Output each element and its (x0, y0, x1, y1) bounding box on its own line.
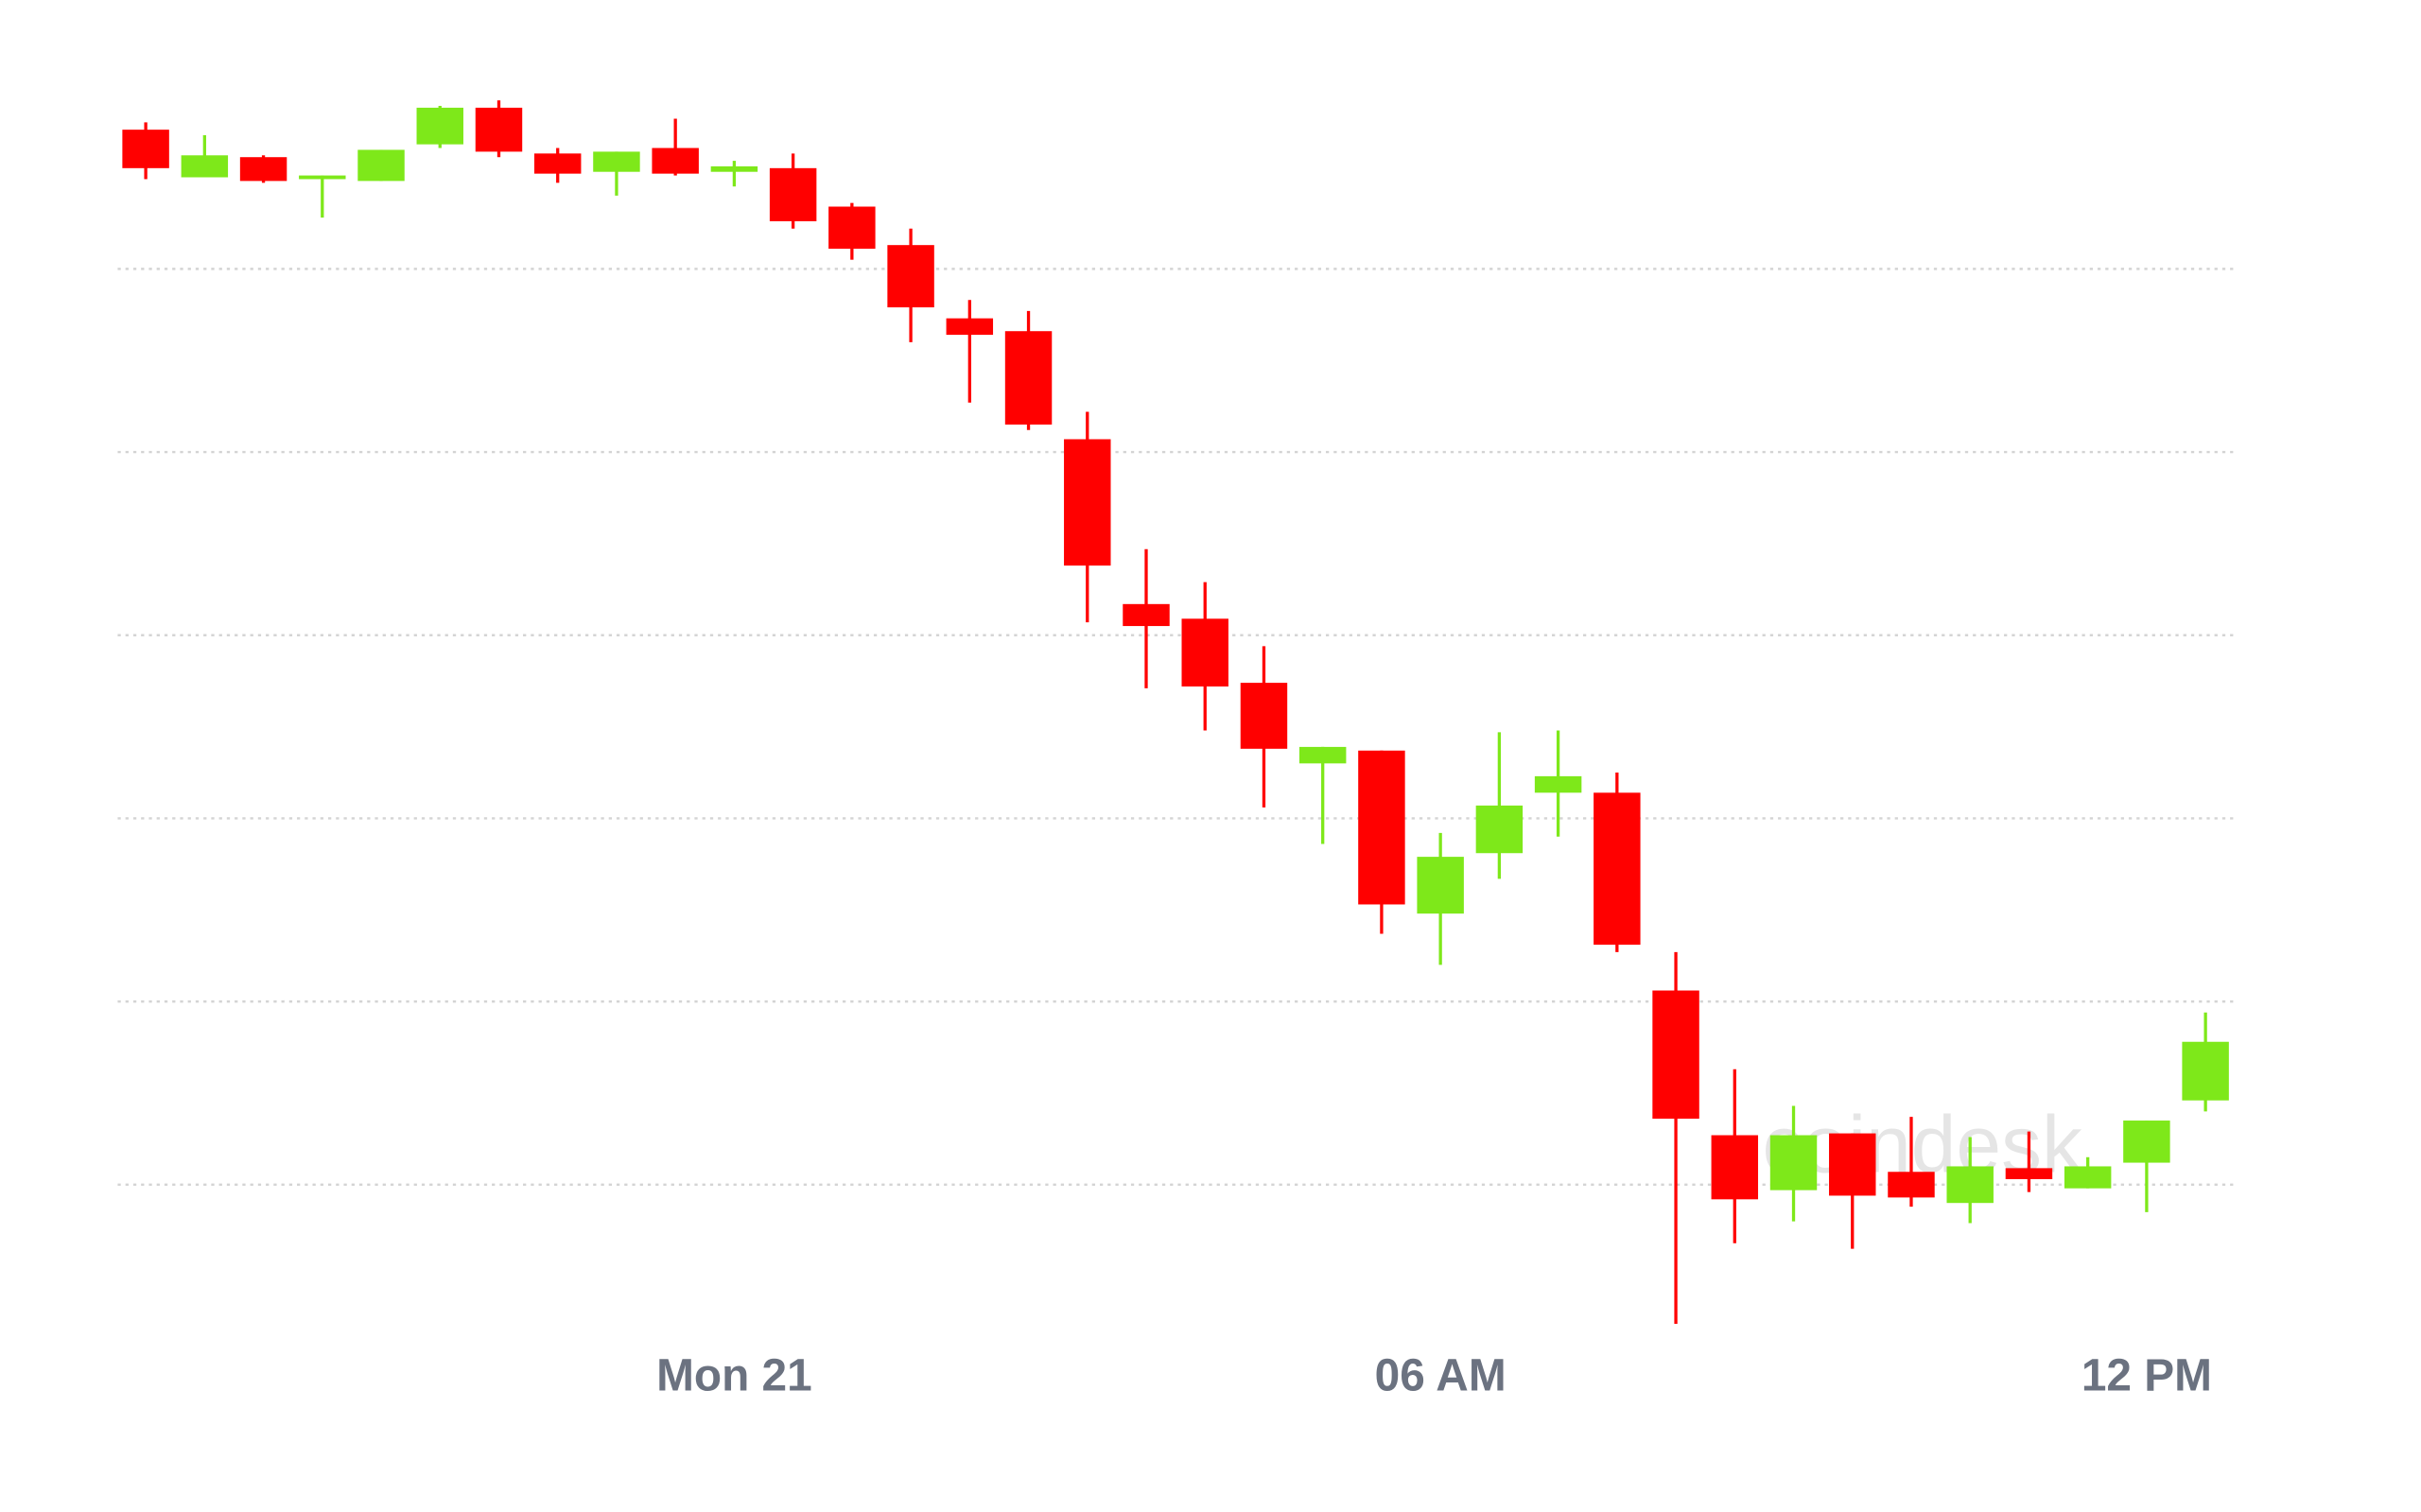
candle-body (1358, 750, 1405, 905)
candle-body (1123, 603, 1170, 627)
candle-body (181, 155, 229, 178)
candle-body (828, 206, 876, 250)
candle-body (1240, 683, 1288, 749)
candle-body (122, 130, 169, 168)
candle-body (2064, 1166, 2112, 1189)
candle-body (1946, 1166, 1994, 1204)
candle-body (2123, 1121, 2170, 1163)
candle-body (710, 165, 758, 172)
candle-body (946, 318, 994, 336)
candle-body (2005, 1168, 2053, 1180)
candle-body (1769, 1135, 1818, 1190)
x-tick-label: Mon 21 (656, 1350, 812, 1400)
candle-body (1711, 1135, 1759, 1200)
candle-body (475, 107, 523, 152)
candle-body (887, 245, 934, 308)
candle-body (416, 107, 463, 145)
candle-body (1064, 439, 1111, 566)
candle-body (357, 149, 405, 182)
candle-body (769, 167, 817, 221)
candle-body (1594, 792, 1641, 946)
candle-body (533, 153, 582, 174)
candle-body (1298, 746, 1347, 764)
candle-body (593, 151, 640, 172)
candle-body (1475, 805, 1524, 854)
candle-body (1652, 990, 1699, 1120)
candle-body (239, 157, 287, 182)
x-tick-label: 06 AM (1375, 1350, 1507, 1400)
candle-body (1829, 1133, 1876, 1196)
candle-body (1417, 857, 1464, 914)
x-tick-label: 12 PM (2081, 1350, 2212, 1400)
candle-body (1181, 618, 1228, 686)
candle-body (299, 175, 346, 180)
candle-body (2182, 1041, 2229, 1101)
candle-body (1888, 1172, 1935, 1198)
candle-body (1534, 775, 1582, 793)
candle-body (652, 148, 699, 174)
candle-body (1004, 331, 1053, 425)
